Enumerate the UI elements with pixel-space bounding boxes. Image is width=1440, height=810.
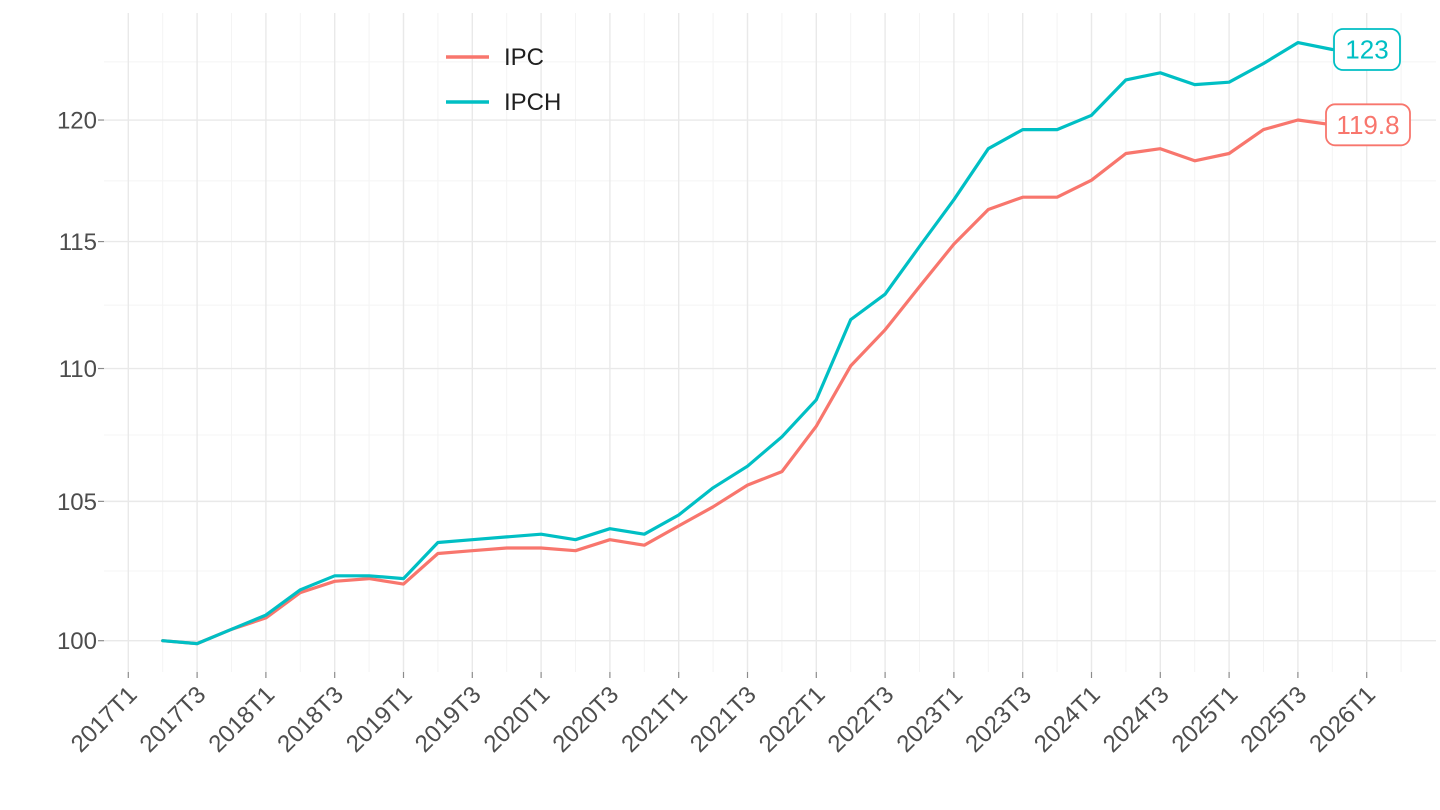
series-line-ipc	[161, 118, 1334, 646]
y-tick-label: 120	[57, 108, 97, 135]
end-label-box	[1333, 28, 1401, 71]
legend-label-ipc: IPC	[504, 44, 544, 71]
y-tick-label: 110	[59, 356, 97, 383]
end-label-ipc: 119.8	[1325, 103, 1411, 147]
end-label-box	[1325, 103, 1411, 147]
y-tick-label: 115	[59, 229, 97, 256]
legend-label-ipch: IPCH	[504, 89, 561, 116]
y-axis-labels: 100 105 110 115 120	[57, 108, 97, 656]
y-tick-label: 105	[57, 489, 97, 516]
end-label-ipch: 123	[1332, 28, 1401, 71]
end-label-text: 123	[1345, 35, 1388, 65]
end-label-text: 119.8	[1336, 110, 1399, 140]
gridlines-minor	[104, 13, 1436, 672]
series-line-ipch	[161, 40, 1334, 646]
axis-tick-marks	[98, 119, 1368, 678]
y-tick-label: 100	[57, 628, 97, 655]
gridlines-major	[104, 13, 1436, 672]
legend: IPC IPCH	[446, 44, 561, 116]
